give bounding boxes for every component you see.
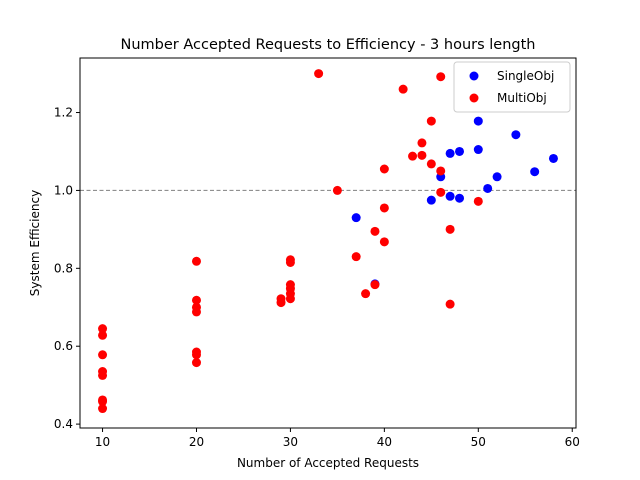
- point-multiobj-30: [379, 203, 389, 213]
- point-multiobj-2: [98, 350, 108, 360]
- point-singleobj-4: [445, 191, 455, 201]
- point-multiobj-35: [417, 150, 427, 160]
- point-singleobj-6: [455, 193, 465, 203]
- plot-area: [80, 69, 576, 414]
- y-axis-label: System Efficiency: [28, 190, 42, 296]
- point-multiobj-25: [351, 252, 361, 262]
- point-multiobj-9: [191, 295, 201, 305]
- point-multiobj-28: [370, 280, 380, 290]
- point-singleobj-8: [473, 145, 483, 155]
- x-tick-label-60: 60: [565, 435, 580, 449]
- point-singleobj-13: [530, 167, 540, 177]
- axes: 10 20 30 40 50 60 0.4 0.6 0.8 1.0 1.2: [54, 106, 580, 449]
- legend-marker-multiobj: [469, 93, 479, 103]
- point-multiobj-39: [436, 166, 446, 176]
- point-multiobj-33: [408, 151, 418, 161]
- y-tick-label-0.8: 0.8: [54, 261, 73, 275]
- point-multiobj-41: [445, 224, 455, 234]
- point-multiobj-7: [98, 404, 108, 414]
- point-singleobj-2: [426, 195, 436, 205]
- point-singleobj-14: [548, 153, 558, 163]
- point-singleobj-12: [511, 130, 521, 140]
- point-multiobj-6: [98, 397, 108, 407]
- point-singleobj-9: [473, 116, 483, 126]
- point-multiobj-24: [332, 185, 342, 195]
- point-singleobj-11: [492, 172, 502, 182]
- point-multiobj-34: [417, 138, 427, 148]
- point-multiobj-13: [191, 350, 201, 360]
- plot-frame: [79, 57, 577, 429]
- x-tick-label-20: 20: [189, 435, 204, 449]
- x-tick-label-50: 50: [471, 435, 486, 449]
- point-multiobj-4: [98, 370, 108, 380]
- chart-title: Number Accepted Requests to Efficiency -…: [121, 37, 536, 53]
- point-multiobj-11: [191, 307, 201, 317]
- point-singleobj-7: [455, 146, 465, 156]
- legend-box: [453, 61, 571, 113]
- point-multiobj-8: [191, 256, 201, 266]
- y-tick-label-1.0: 1.0: [54, 183, 73, 197]
- point-multiobj-43: [473, 196, 483, 206]
- point-singleobj-0: [351, 213, 361, 223]
- point-multiobj-32: [398, 84, 408, 94]
- point-multiobj-38: [436, 72, 446, 82]
- y-tick-label-0.4: 0.4: [54, 417, 73, 431]
- legend-label-singleobj: SingleObj: [497, 69, 554, 83]
- point-multiobj-23: [314, 69, 324, 79]
- point-multiobj-31: [379, 237, 389, 247]
- legend-label-multiobj: MultiObj: [497, 91, 547, 105]
- point-multiobj-27: [370, 226, 380, 236]
- point-multiobj-18: [285, 257, 295, 267]
- point-multiobj-26: [361, 289, 371, 299]
- point-singleobj-5: [445, 148, 455, 158]
- legend-marker-singleobj: [469, 71, 479, 81]
- y-tick-label-1.2: 1.2: [54, 106, 73, 120]
- y-tick-label-0.6: 0.6: [54, 339, 73, 353]
- point-singleobj-10: [483, 183, 493, 193]
- point-multiobj-36: [426, 116, 436, 126]
- point-multiobj-42: [445, 299, 455, 309]
- point-multiobj-16: [276, 298, 286, 308]
- point-multiobj-22: [285, 294, 295, 304]
- point-multiobj-1: [98, 330, 108, 340]
- point-multiobj-40: [436, 187, 446, 197]
- point-multiobj-14: [191, 358, 201, 368]
- point-multiobj-37: [426, 159, 436, 169]
- x-tick-label-40: 40: [377, 435, 392, 449]
- point-multiobj-0: [98, 324, 108, 334]
- x-tick-label-30: 30: [283, 435, 298, 449]
- x-tick-label-10: 10: [95, 435, 110, 449]
- x-axis-label: Number of Accepted Requests: [237, 456, 419, 470]
- point-multiobj-29: [379, 164, 389, 174]
- legend: SingleObj MultiObj: [453, 61, 571, 113]
